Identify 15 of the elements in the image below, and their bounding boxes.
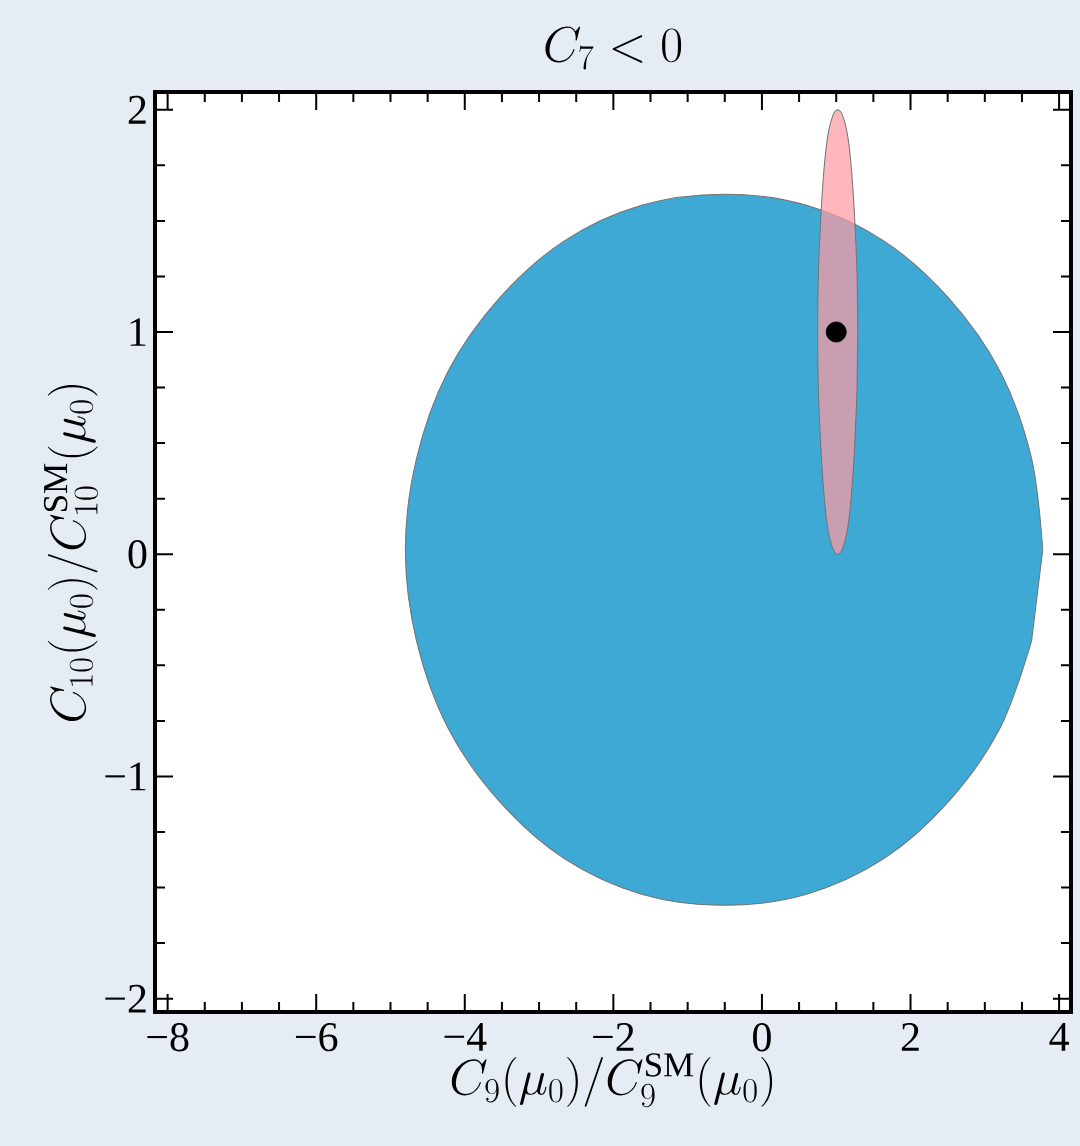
y-axis-title: $C_{10}(\mu_0)/C_{10}^{\mathrm{SM}}(\mu_0)$ xyxy=(43,384,98,722)
y-tick-label: −1 xyxy=(105,762,146,791)
x-tick-label: −2 xyxy=(593,1023,634,1051)
y-tick-label: 0 xyxy=(128,540,147,569)
y-tick-label: 2 xyxy=(128,95,146,124)
x-tick-label: −6 xyxy=(295,1023,338,1052)
chart-title: $C_7 < 0$ xyxy=(545,26,682,70)
x-tick-label: 4 xyxy=(1049,1023,1069,1051)
y-tick-label: −2 xyxy=(105,984,146,1013)
x-axis-title: $C_9(\mu_0)/C_9^{\mathrm{SM}}(\mu_0)$ xyxy=(451,1053,773,1108)
x-tick-label: 2 xyxy=(901,1023,919,1051)
x-tick-label: −8 xyxy=(147,1023,189,1052)
x-tick-label: −4 xyxy=(444,1023,487,1051)
x-tick-label: 0 xyxy=(753,1023,771,1052)
y-tick-label: 1 xyxy=(130,318,146,346)
